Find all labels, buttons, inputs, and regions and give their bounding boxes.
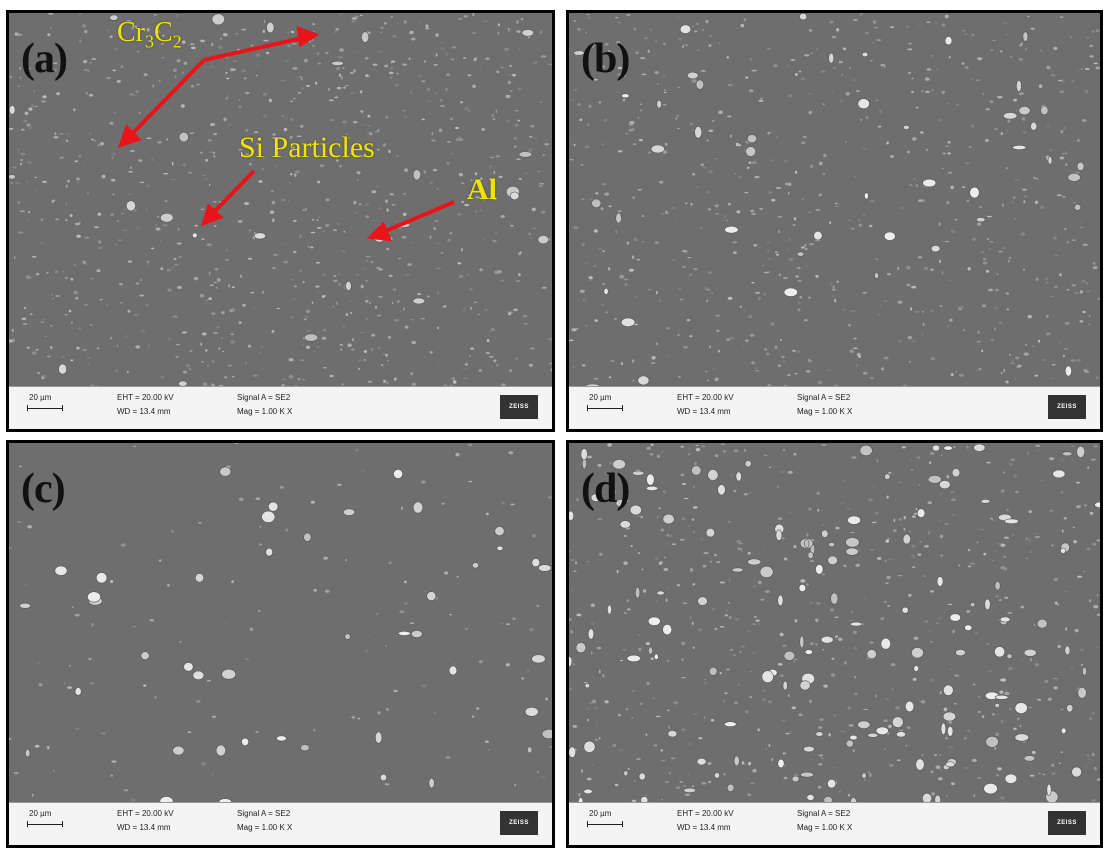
- meta-signal-mag: Signal A = SE2 Mag = 1.00 K X: [237, 809, 293, 832]
- scale-label: 20 µm: [589, 393, 612, 402]
- zeiss-logo-icon: ZEISS: [1048, 395, 1086, 419]
- scale-label: 20 µm: [29, 809, 52, 818]
- panel-label-b: (b): [581, 36, 630, 82]
- sem-image-a: [9, 13, 552, 387]
- sem-panel-b: (b) 20 µm EHT = 20.00 kV WD = 13.4 mm Sig…: [566, 10, 1103, 432]
- annotation-al: Al: [467, 173, 497, 206]
- panel-label-a: (a): [21, 36, 68, 82]
- sem-panel-a: (a) Cr3C2 Si Particles Al 20 µm EHT = 20…: [6, 10, 555, 432]
- sem-info-bar: 20 µm EHT = 20.00 kV WD = 13.4 mm Signal …: [9, 386, 552, 429]
- scale-bar: [27, 405, 63, 411]
- meta-eht-wd: EHT = 20.00 kV WD = 13.4 mm: [117, 393, 174, 416]
- meta-signal-mag: Signal A = SE2 Mag = 1.00 K X: [797, 809, 853, 832]
- sem-image-d: [569, 443, 1100, 803]
- scale-bar: [27, 821, 63, 827]
- scale-label: 20 µm: [29, 393, 52, 402]
- meta-eht-wd: EHT = 20.00 kV WD = 13.4 mm: [677, 393, 734, 416]
- scale-bar: [587, 405, 623, 411]
- zeiss-logo-icon: ZEISS: [500, 811, 538, 835]
- zeiss-logo-icon: ZEISS: [1048, 811, 1086, 835]
- scale-bar: [587, 821, 623, 827]
- meta-signal-mag: Signal A = SE2 Mag = 1.00 K X: [237, 393, 293, 416]
- annotation-si-particles: Si Particles: [239, 131, 375, 164]
- meta-signal-mag: Signal A = SE2 Mag = 1.00 K X: [797, 393, 853, 416]
- sem-image-b: [569, 13, 1100, 387]
- sem-info-bar: 20 µm EHT = 20.00 kV WD = 13.4 mm Signal …: [569, 802, 1100, 845]
- meta-eht-wd: EHT = 20.00 kV WD = 13.4 mm: [677, 809, 734, 832]
- sem-image-c: [9, 443, 552, 803]
- sem-info-bar: 20 µm EHT = 20.00 kV WD = 13.4 mm Signal …: [569, 386, 1100, 429]
- scale-label: 20 µm: [589, 809, 612, 818]
- sem-panel-c: (c) 20 µm EHT = 20.00 kV WD = 13.4 mm Sig…: [6, 440, 555, 848]
- sem-info-bar: 20 µm EHT = 20.00 kV WD = 13.4 mm Signal …: [9, 802, 552, 845]
- sem-panel-d: (d) 20 µm EHT = 20.00 kV WD = 13.4 mm Sig…: [566, 440, 1103, 848]
- panel-label-d: (d): [581, 466, 630, 512]
- meta-eht-wd: EHT = 20.00 kV WD = 13.4 mm: [117, 809, 174, 832]
- annotation-cr3c2: Cr3C2: [117, 17, 182, 52]
- zeiss-logo-icon: ZEISS: [500, 395, 538, 419]
- panel-label-c: (c): [21, 466, 66, 512]
